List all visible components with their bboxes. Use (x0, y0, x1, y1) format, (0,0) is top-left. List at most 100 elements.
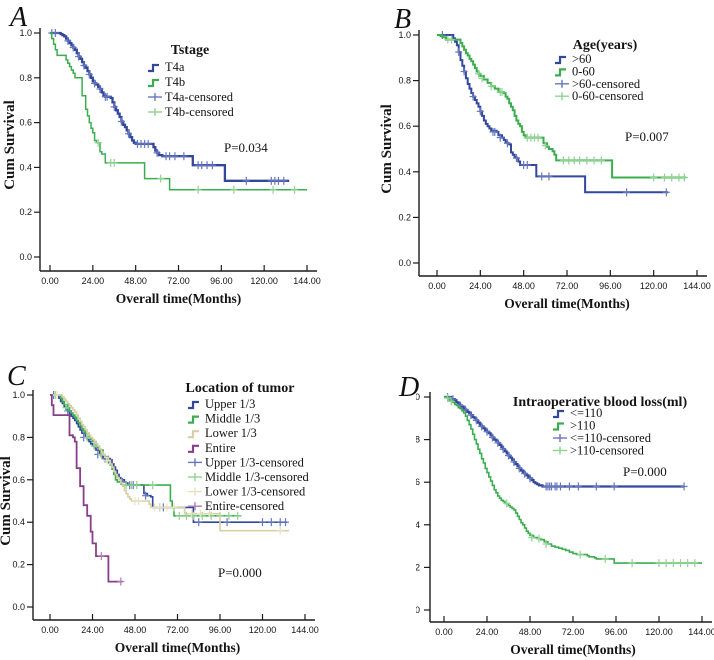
panel-letter-b: B (394, 4, 412, 35)
x-tick-label: 96.00 (599, 281, 622, 291)
legend-step-swatch (555, 68, 566, 77)
legend-item-label: >60 (572, 52, 592, 66)
y-tick-label: 0.8 (12, 432, 25, 442)
legend-step-swatch (188, 400, 199, 410)
legend: Intraoperative blood loss(ml)<=110>110<=… (513, 395, 688, 458)
legend-item-label: 0-60-censored (572, 89, 644, 103)
legend-item-label: >60-censored (572, 77, 641, 91)
y-tick-label: 1.0 (398, 30, 411, 40)
x-axis-title: Overall time(Months) (116, 291, 242, 306)
y-tick-label: 0.0 (398, 258, 411, 268)
legend-step-swatch (148, 78, 159, 88)
y-tick-label: 0.0 (12, 602, 25, 612)
panel-d: D 1.0 0.8 0.6 0.4 0.2 0.0 0.00 24.00 48.00 72.00 9… (357, 330, 714, 660)
legend-item-label: <=110 (570, 406, 602, 420)
y-tick-label: 0.2 (407, 562, 420, 572)
y-tick-label: 1.0 (407, 392, 420, 402)
y-tick-label: 0.4 (12, 517, 25, 527)
x-tick-label: 48.00 (512, 281, 535, 291)
p-value-label: P=0.034 (224, 140, 268, 155)
y-tick-label: 0.6 (19, 118, 32, 128)
x-tick-label: 0.00 (41, 625, 59, 635)
p-value-label: P=0.007 (625, 129, 669, 144)
legend-title: Location of tumor (186, 381, 295, 396)
km-curve-Entire (50, 394, 123, 583)
legend-step-swatch (148, 63, 159, 73)
y-tick-label: 0.4 (407, 520, 420, 530)
censor-marks-0-60 (444, 35, 688, 182)
legend-step-swatch (188, 444, 199, 453)
x-tick-label: 120.00 (640, 281, 668, 291)
y-axis-title: Cum Survival (0, 456, 14, 546)
legend-title: Intraoperative blood loss(ml) (513, 395, 688, 410)
y-tick-label: 1.0 (12, 390, 25, 400)
x-tick-label: 120.00 (645, 627, 673, 637)
y-tick-label: 0.8 (407, 435, 420, 445)
legend-item-label: >110 (570, 419, 595, 433)
censor-marks-T4a (48, 29, 288, 185)
legend-step-swatch (553, 422, 564, 431)
x-tick-label: 96.00 (605, 627, 628, 637)
panel-c: C 1.0 0.8 0.6 0.4 0.2 0.0 0.00 24.00 48.00 72.00 9… (0, 330, 357, 660)
km-curve->60 (437, 34, 669, 194)
censor-marks->110 (444, 394, 699, 568)
y-tick-label: 0.2 (19, 207, 32, 217)
censor-marks->60 (438, 31, 670, 197)
p-value-label: P=0.000 (623, 464, 667, 479)
legend-item-label: Lower 1/3-censored (205, 485, 306, 499)
y-tick-label: 0.0 (407, 605, 420, 615)
legend-item-label: Entire-censored (205, 499, 285, 513)
x-tick-label: 144.00 (291, 625, 319, 635)
x-tick-label: 48.00 (519, 627, 542, 637)
km-curve->110 (444, 396, 702, 564)
panel-b: B 1.0 0.8 0.6 0.4 0.2 0.0 0.00 24.00 48.00 72.00 9… (357, 0, 714, 330)
y-tick-label: 0.8 (398, 76, 411, 86)
legend-step-swatch (555, 55, 566, 65)
legend-item-label: Upper 1/3 (205, 397, 255, 411)
x-tick-label: 72.00 (556, 281, 579, 291)
x-tick-label: 48.00 (124, 625, 147, 635)
x-tick-label: 96.00 (210, 276, 233, 286)
x-tick-label: 72.00 (167, 276, 190, 286)
y-tick-label: 0.2 (12, 560, 25, 570)
km-curve-T4b (50, 32, 307, 191)
x-tick-label: 24.00 (469, 281, 492, 291)
legend-item-label: Middle 1/3 (205, 412, 260, 426)
legend-item-label: T4b-censored (165, 105, 234, 119)
panel-a: A 1.0 0.8 0.6 0.4 0.2 0.0 0.00 24.00 48.00 72.00 9… (0, 0, 357, 330)
legend-title: Tstage (171, 43, 209, 58)
x-tick-label: 96.00 (209, 625, 232, 635)
x-tick-label: 120.00 (249, 625, 277, 635)
panel-letter-d: D (399, 372, 420, 403)
y-tick-label: 0.4 (398, 167, 411, 177)
panel-A-plot: 1.0 0.8 0.6 0.4 0.2 0.0 0.00 24.00 48.00 72.00 96.… (2, 28, 321, 306)
x-tick-label: 0.00 (435, 627, 453, 637)
panel-letter-a: A (10, 2, 28, 33)
x-tick-label: 0.00 (41, 276, 59, 286)
panel-C-plot: 1.0 0.8 0.6 0.4 0.2 0.0 0.00 24.00 48.00 72.00 96.… (0, 381, 319, 655)
legend-item-label: T4b (165, 75, 185, 89)
x-tick-label: 144.00 (683, 281, 711, 291)
panel-D-plot: 1.0 0.8 0.6 0.4 0.2 0.0 0.00 24.00 48.00 72.00 96.… (407, 392, 714, 657)
legend-item-label: 0-60 (572, 64, 595, 78)
x-tick-label: 72.00 (166, 625, 189, 635)
legend-item-label: Lower 1/3 (205, 426, 257, 440)
x-tick-label: 120.00 (250, 276, 278, 286)
x-axis-title: Overall time(Months) (115, 640, 241, 655)
x-tick-label: 144.00 (293, 276, 321, 286)
legend-step-swatch (553, 409, 564, 419)
y-tick-label: 0.0 (19, 252, 32, 262)
legend-item-label: Middle 1/3-censored (205, 470, 310, 484)
y-axis-title: Cum Survival (379, 104, 395, 194)
censor-marks-Entire (97, 552, 125, 586)
x-tick-label: 72.00 (562, 627, 585, 637)
x-tick-label: 24.00 (476, 627, 499, 637)
panel-letter-c: C (7, 361, 26, 392)
censor-marks-Lower 1/3 (53, 391, 284, 535)
y-tick-label: 1.0 (19, 28, 32, 38)
x-tick-label: 0.00 (428, 281, 446, 291)
y-axis-title: Cum Survival (2, 100, 18, 190)
censor-marks-<=110 (444, 393, 688, 491)
